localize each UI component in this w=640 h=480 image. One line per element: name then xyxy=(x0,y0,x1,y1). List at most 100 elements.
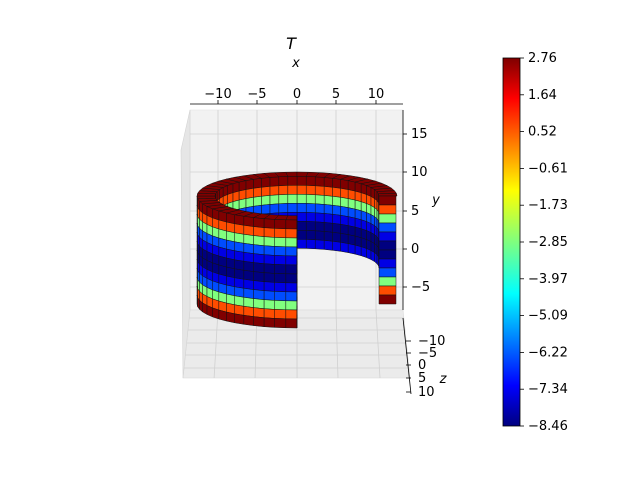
surface-cell xyxy=(243,297,254,308)
surface-cell xyxy=(347,198,356,210)
surface-cell xyxy=(263,236,275,247)
surface-cell xyxy=(332,205,341,216)
colorbar: 2.76 1.64 0.52 −0.61 −1.73 −2.85 −3.97 −5.09 −6.… xyxy=(502,51,568,434)
surface-cell xyxy=(340,188,349,199)
x-tick-label: 5 xyxy=(332,87,340,102)
surface-cell xyxy=(274,219,287,230)
surface-cell xyxy=(243,216,254,227)
surface-cell xyxy=(378,222,397,233)
surface-cell xyxy=(274,237,287,248)
surface-cell xyxy=(243,261,254,272)
surface-cell xyxy=(287,185,298,195)
colorbar-tick-label: −1.73 xyxy=(528,198,568,213)
colorbar-tick-label: 0.52 xyxy=(528,125,557,140)
surface-cell xyxy=(234,241,245,253)
surface-cell xyxy=(243,315,254,326)
surface-cell xyxy=(332,241,341,252)
x-ticks: −10 −5 0 5 10 xyxy=(204,87,384,104)
surface-cell xyxy=(263,308,275,319)
surface-cell xyxy=(234,250,245,262)
surface-cell xyxy=(314,239,325,250)
surface-cell xyxy=(253,217,265,228)
surface-cell xyxy=(323,231,333,242)
surface-cell xyxy=(305,203,316,214)
surface-cell xyxy=(323,195,333,206)
surface-cell xyxy=(378,285,397,296)
surface-cell xyxy=(243,234,254,245)
surface-cell xyxy=(234,286,245,298)
z-tick-label: 10 xyxy=(418,385,435,400)
surface-cell xyxy=(243,288,254,299)
surface-cell xyxy=(234,277,245,289)
y-tick-label: 5 xyxy=(411,204,419,219)
surface-cell xyxy=(261,186,271,197)
surface-cell xyxy=(253,307,265,318)
surface-cell xyxy=(378,231,397,242)
surface-cell xyxy=(285,273,298,284)
surface-cell xyxy=(305,176,316,187)
surface-cell xyxy=(285,171,298,177)
x-tick-label: −10 xyxy=(204,87,231,102)
surface-cell xyxy=(285,246,298,257)
surface-cell xyxy=(340,215,349,226)
x-floor-gridline xyxy=(335,309,339,379)
surface-cell xyxy=(296,194,307,204)
surface-cell xyxy=(226,311,235,324)
surface-cell xyxy=(285,309,298,320)
surface-cell xyxy=(314,185,325,196)
surface-cell xyxy=(347,234,356,246)
surface-cell xyxy=(243,279,254,290)
surface-cell xyxy=(253,289,265,300)
colorbar-tick-label: −7.34 xyxy=(528,382,568,397)
surface-cell xyxy=(314,212,325,223)
surface-cell xyxy=(234,295,245,307)
surface-cell xyxy=(253,280,265,291)
surface-cell xyxy=(253,226,265,237)
surface-cell xyxy=(378,213,397,224)
surface-cell xyxy=(274,282,287,293)
y-ticks: −5 0 5 10 15 xyxy=(403,127,430,295)
colorbar-tick-label: −0.61 xyxy=(528,161,568,176)
surface-cell xyxy=(332,196,341,207)
surface-cell xyxy=(347,180,356,192)
surface-cell xyxy=(285,237,298,248)
surface-cell xyxy=(285,219,298,230)
surface-cell xyxy=(378,193,398,197)
surface-cell xyxy=(278,194,289,205)
surface-cell xyxy=(378,204,397,215)
surface-cell xyxy=(253,196,262,207)
surface-cell xyxy=(234,313,245,325)
surface-plot xyxy=(196,171,398,329)
surface-cell xyxy=(296,176,307,186)
surface-cell xyxy=(287,194,298,204)
pane-left xyxy=(180,109,191,379)
surface-cell xyxy=(296,185,307,195)
surface-cell xyxy=(212,307,220,320)
surface-cell xyxy=(305,230,316,241)
x-floor-gridline xyxy=(375,309,381,379)
surface-cell xyxy=(305,239,316,250)
colorbar-tick-label: 2.76 xyxy=(528,51,557,66)
surface-cell xyxy=(263,272,275,283)
surface-cell xyxy=(253,298,265,309)
surface-cell xyxy=(253,178,262,189)
colorbar-tick-label: 1.64 xyxy=(528,88,557,103)
surface-cell xyxy=(238,198,247,210)
surface-cell xyxy=(340,197,349,208)
x-floor-gridline xyxy=(213,309,219,379)
surface-cell xyxy=(314,203,325,214)
surface-cell xyxy=(253,235,265,246)
surface-cell xyxy=(234,304,245,316)
surface-cell xyxy=(378,276,397,287)
surface-cell xyxy=(278,176,289,187)
surface-cell xyxy=(305,185,316,196)
surface-cell xyxy=(243,243,254,254)
surface-cell xyxy=(243,270,254,281)
surface-cell xyxy=(340,242,349,253)
surface-cell xyxy=(278,203,289,214)
surface-cell xyxy=(269,194,280,205)
surface-cell xyxy=(245,179,254,190)
surface-cell xyxy=(234,223,245,235)
